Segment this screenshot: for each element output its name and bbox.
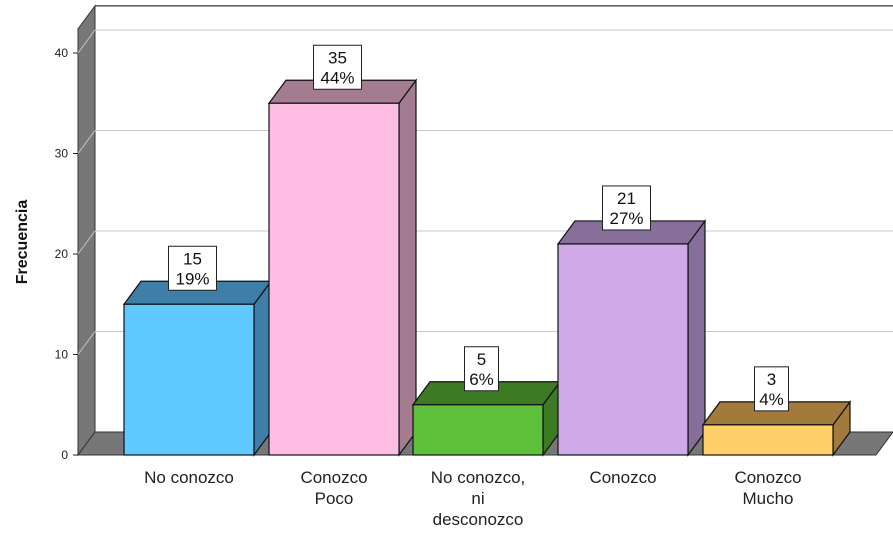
bar-side — [687, 219, 706, 457]
y-tick-label: 40 — [55, 46, 69, 60]
bar-side — [398, 78, 417, 457]
y-axis-ticks: 0 10 20 30 40 — [55, 46, 78, 462]
gridline-side — [77, 29, 96, 54]
data-label-percent: 19% — [175, 269, 209, 288]
data-label-percent: 44% — [320, 68, 354, 87]
y-tick-label: 20 — [55, 247, 69, 261]
bar: 56% — [411, 346, 562, 457]
bar-front — [268, 102, 400, 456]
y-axis-title: Frecuencia — [14, 200, 31, 285]
gridlines — [77, 29, 893, 355]
x-axis-labels: No conozco Conozco Poco No conozco, ni descon… — [144, 468, 801, 529]
data-label-count: 21 — [617, 189, 636, 208]
data-label-percent: 4% — [759, 390, 784, 409]
bar: 34% — [701, 366, 852, 457]
bar-front — [702, 424, 834, 456]
data-label-count: 35 — [328, 48, 347, 67]
gridline-side — [77, 230, 96, 255]
y-tick-label: 0 — [61, 448, 68, 462]
data-label-box — [464, 346, 499, 392]
x-tick-label: Conozco Poco — [300, 468, 367, 508]
data-label-box — [168, 245, 217, 291]
x-tick-label: Conozco — [589, 468, 656, 487]
bar-front — [412, 404, 544, 456]
data-label-box — [313, 44, 362, 90]
bar-front — [557, 243, 689, 456]
x-tick-label: No conozco — [144, 468, 234, 487]
data-label-percent: 6% — [469, 370, 494, 389]
left-wall — [77, 4, 96, 457]
data-label-box — [754, 366, 789, 412]
gridline-side — [77, 331, 96, 355]
gridline-side — [77, 130, 96, 154]
data-label-count: 15 — [183, 249, 202, 268]
bar-front — [123, 303, 255, 456]
x-tick-label: Conozco Mucho — [734, 468, 801, 508]
data-label-percent: 27% — [609, 209, 643, 228]
data-label-box — [602, 185, 651, 231]
data-label-count: 3 — [767, 370, 776, 389]
y-tick-label: 10 — [55, 348, 69, 362]
data-label-count: 5 — [477, 350, 486, 369]
x-tick-label: No conozco, ni desconozco — [431, 468, 526, 529]
y-tick-label: 30 — [55, 147, 69, 161]
